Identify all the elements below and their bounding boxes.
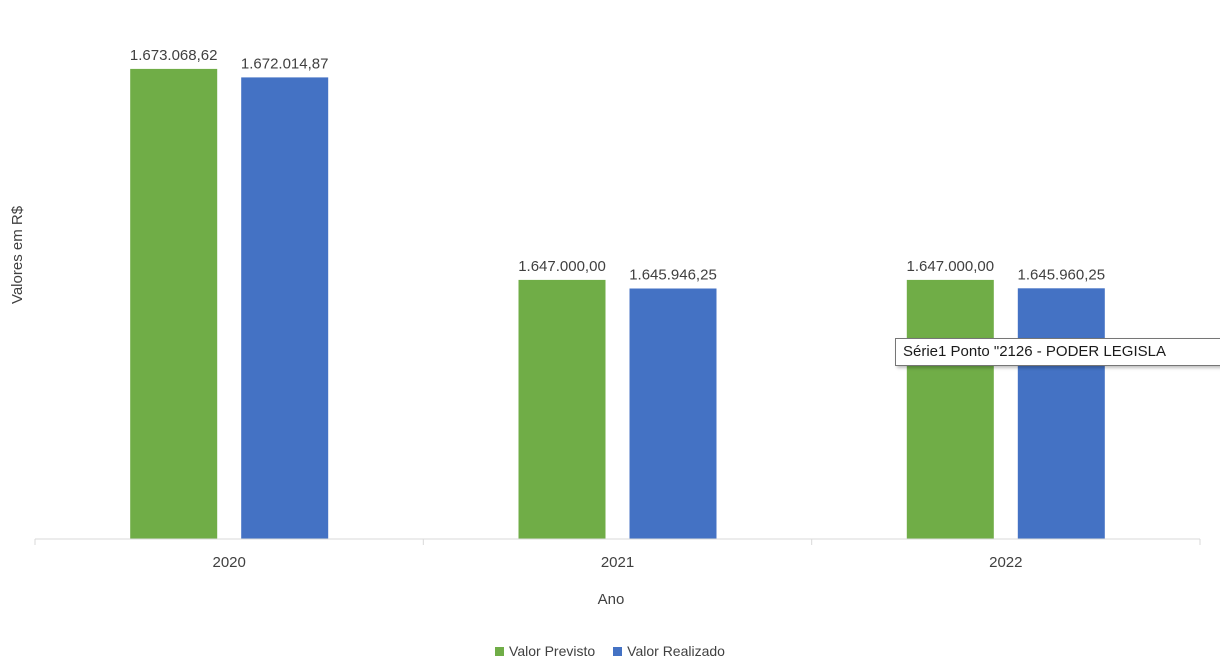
legend-item-realizado: Valor Realizado — [613, 643, 725, 659]
bar-previsto-2021[interactable] — [518, 279, 606, 539]
legend-label-previsto: Valor Previsto — [509, 643, 596, 659]
y-axis-title: Valores em R$ — [9, 205, 26, 304]
data-label-realizado-2022: 1.645.960,25 — [1018, 266, 1106, 283]
legend-swatch-previsto — [495, 646, 505, 656]
bar-realizado-2022[interactable] — [1017, 288, 1105, 539]
bar-realizado-2020[interactable] — [241, 77, 329, 540]
bar-realizado-2021[interactable] — [629, 288, 717, 540]
legend-label-realizado: Valor Realizado — [627, 643, 725, 659]
x-tick-label-2020: 2020 — [213, 554, 246, 571]
bars-layer — [130, 68, 1105, 540]
bar-previsto-2020[interactable] — [130, 68, 218, 540]
data-point-tooltip: Série1 Ponto "2126 - PODER LEGISLA — [895, 338, 1220, 366]
x-tick-label-2022: 2022 — [989, 554, 1022, 571]
legend: Valor Previsto Valor Realizado — [0, 643, 1220, 659]
legend-swatch-realizado — [613, 646, 623, 656]
data-label-previsto-2022: 1.647.000,00 — [907, 258, 995, 275]
data-label-previsto-2021: 1.647.000,00 — [518, 258, 606, 275]
bar-previsto-2022[interactable] — [906, 279, 994, 539]
legend-item-previsto: Valor Previsto — [495, 643, 595, 659]
data-label-previsto-2020: 1.673.068,62 — [130, 47, 218, 64]
x-tick-label-2021: 2021 — [601, 554, 634, 571]
data-label-realizado-2021: 1.645.946,25 — [629, 267, 717, 284]
x-axis-title: Ano — [598, 591, 625, 608]
data-labels-layer: 1.673.068,62 1.672.014,87 1.647.000,00 1.64… — [130, 47, 1105, 284]
data-label-realizado-2020: 1.672.014,87 — [241, 55, 329, 72]
x-axis-ticks: 2020 2021 2022 — [34, 539, 1201, 571]
